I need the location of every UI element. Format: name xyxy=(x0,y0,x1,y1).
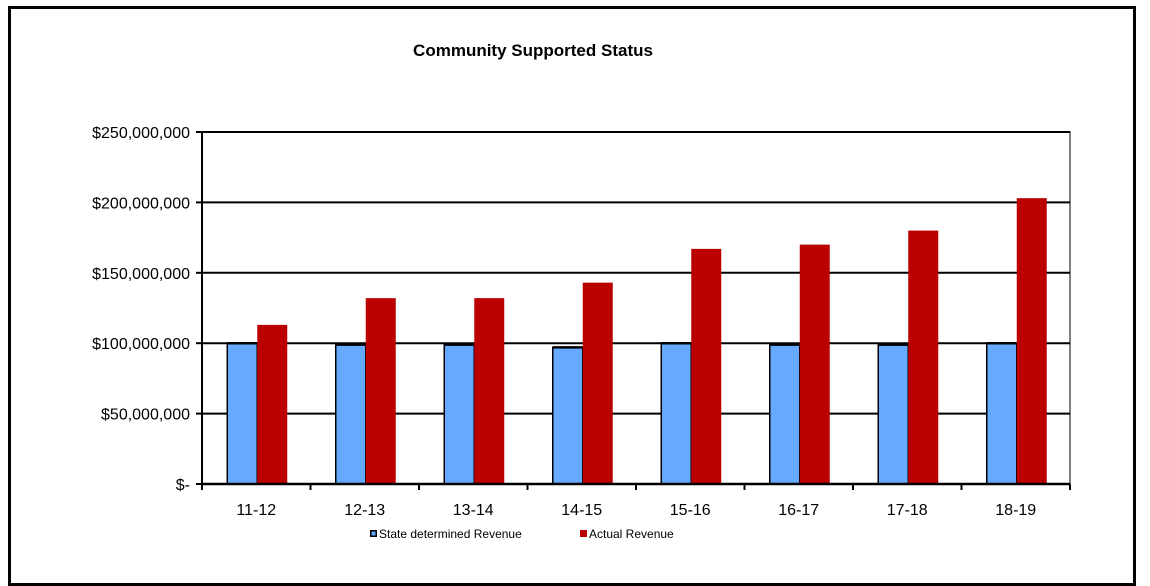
legend-item-actual-revenue: Actual Revenue xyxy=(580,527,674,541)
legend-item-state-determined: State determined Revenue xyxy=(370,527,522,541)
y-tick-label: $- xyxy=(176,477,190,494)
y-tick-label: $200,000,000 xyxy=(92,195,190,212)
bar-state-determined xyxy=(335,343,367,485)
x-tick-label: 15-16 xyxy=(670,502,711,519)
bar-state-determined xyxy=(660,342,692,485)
bar-actual-revenue xyxy=(799,244,830,484)
x-tick-label: 18-19 xyxy=(995,502,1036,519)
legend-label: State determined Revenue xyxy=(379,527,522,541)
bar-actual-revenue xyxy=(582,282,613,484)
bar-actual-revenue xyxy=(1016,198,1047,484)
bar-state-determined xyxy=(986,342,1018,485)
x-tick-label: 13-14 xyxy=(453,502,494,519)
bar-actual-revenue xyxy=(474,298,505,484)
x-tick-label: 11-12 xyxy=(236,502,276,519)
chart-frame xyxy=(8,6,1136,586)
x-tick-label: 12-13 xyxy=(344,502,385,519)
legend-swatch-fill xyxy=(371,531,376,536)
bar-state-determined xyxy=(769,343,801,485)
bar-chart: Community Supported Status $- $50,000,000… xyxy=(92,41,1071,541)
legend-label: Actual Revenue xyxy=(589,527,674,541)
bar-actual-revenue xyxy=(691,248,722,484)
bar-state-determined xyxy=(226,342,258,485)
x-tick-label: 16-17 xyxy=(778,502,819,519)
bar-state-determined xyxy=(443,343,475,485)
y-tick-label: $250,000,000 xyxy=(92,125,190,142)
plot-area: $- $50,000,000 $100,000,000 $150,000,000 $20… xyxy=(92,125,1071,519)
y-tick-label: $50,000,000 xyxy=(101,407,190,424)
y-tick-label: $150,000,000 xyxy=(92,266,190,283)
chart-title: Community Supported Status xyxy=(413,41,653,60)
bar-actual-revenue xyxy=(365,298,396,484)
y-tick-label: $100,000,000 xyxy=(92,336,190,353)
plot-border xyxy=(201,131,1071,485)
bar-actual-revenue xyxy=(257,324,288,484)
x-tick-label: 17-18 xyxy=(887,502,928,519)
legend: State determined Revenue Actual Revenue xyxy=(370,527,674,541)
bar-state-determined xyxy=(877,343,909,485)
legend-swatch xyxy=(580,530,587,537)
bar-actual-revenue xyxy=(908,230,939,484)
bar-state-determined xyxy=(552,346,584,485)
x-tick-label: 14-15 xyxy=(561,502,602,519)
